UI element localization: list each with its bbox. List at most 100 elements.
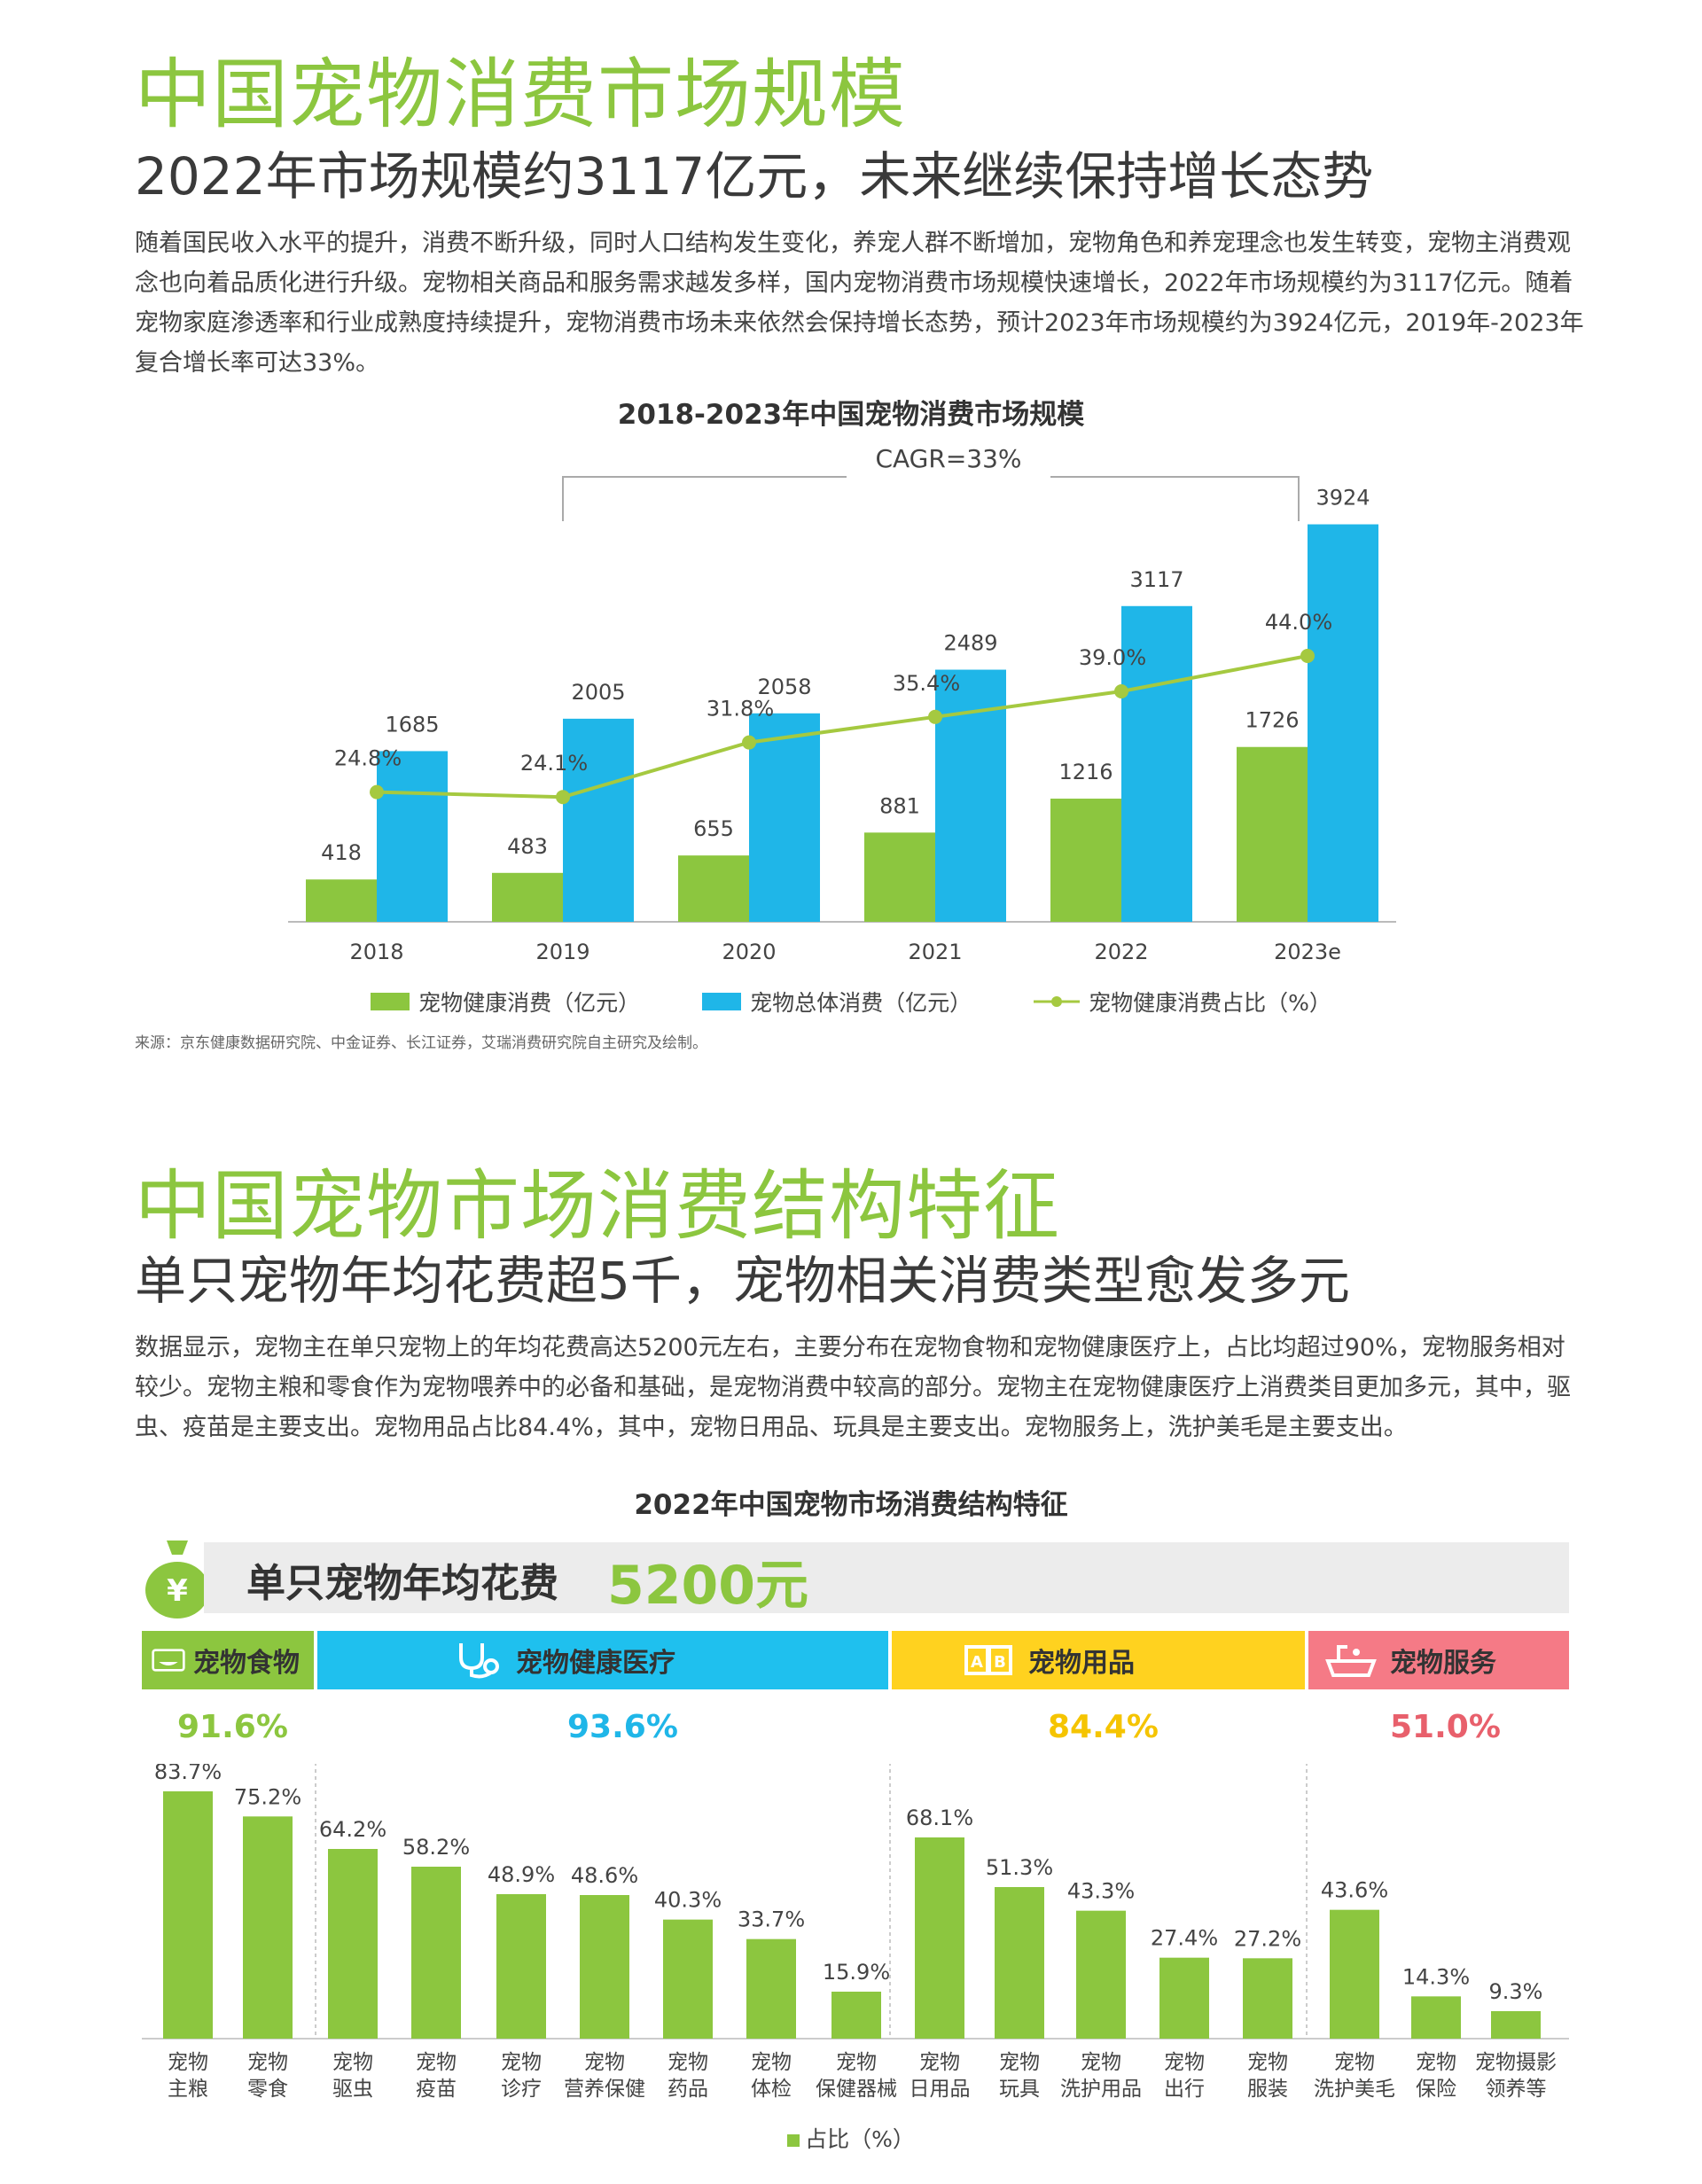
category-label-line1: 宠物 bbox=[1416, 2051, 1456, 2074]
share-label: 35.4% bbox=[893, 671, 960, 696]
category-label-line2: 玩具 bbox=[999, 2078, 1040, 2101]
structure-bar bbox=[1330, 1909, 1379, 2039]
category-label-line2: 诊疗 bbox=[501, 2078, 542, 2101]
bar-health-label: 418 bbox=[321, 840, 362, 865]
svg-text:A: A bbox=[971, 1653, 983, 1672]
category-label-line2: 药品 bbox=[668, 2078, 708, 2101]
chart1-title: 2018-2023年中国宠物消费市场规模 bbox=[617, 399, 1085, 431]
legend-item-health: 宠物健康消费（亿元） bbox=[371, 986, 640, 1018]
legend-label-health: 宠物健康消费（亿元） bbox=[418, 990, 641, 1016]
annual-spend-banner bbox=[204, 1542, 1569, 1613]
bar-total bbox=[1308, 524, 1378, 922]
structure-bar bbox=[411, 1867, 461, 2039]
bar-total-label: 2058 bbox=[757, 675, 811, 699]
share-label: 44.0% bbox=[1265, 610, 1332, 635]
category-services-label: 宠物服务 bbox=[1390, 1648, 1496, 1679]
bar-total bbox=[749, 713, 820, 922]
bath-tub-icon bbox=[1325, 1645, 1377, 1677]
category-label-line1: 宠物 bbox=[416, 2051, 457, 2074]
category-label-line2: 零食 bbox=[247, 2078, 288, 2101]
structure-bar-label: 14.3% bbox=[1402, 1964, 1470, 1989]
structure-bar-label: 40.3% bbox=[654, 1888, 722, 1913]
category-label-line2: 主粮 bbox=[168, 2078, 208, 2101]
bar-health-label: 655 bbox=[693, 816, 734, 841]
structure-bar-label: 33.7% bbox=[738, 1907, 805, 1932]
bar-total-label: 2005 bbox=[571, 680, 625, 705]
structure-bar bbox=[1243, 1958, 1292, 2039]
structure-bar-label: 51.3% bbox=[986, 1855, 1053, 1880]
category-label-line1: 宠物 bbox=[751, 2051, 792, 2074]
structure-bar bbox=[243, 1816, 293, 2039]
structure-bar-label: 83.7% bbox=[154, 1764, 222, 1784]
share-point bbox=[1114, 684, 1128, 698]
category-services: 宠物服务 bbox=[1308, 1631, 1569, 1689]
category-label-line1: 宠物 bbox=[1247, 2051, 1288, 2074]
legend2-label: 占比（%） bbox=[805, 2126, 915, 2152]
category-label-line2: 保险 bbox=[1416, 2078, 1456, 2101]
bar-health bbox=[306, 879, 377, 922]
bar-health-label: 483 bbox=[507, 834, 548, 859]
x-tick-label: 2018 bbox=[349, 940, 403, 964]
structure-bar-label: 48.9% bbox=[488, 1862, 555, 1887]
category-food: 宠物食物 bbox=[142, 1631, 314, 1689]
legend-label-share: 宠物健康消费占比（%） bbox=[1089, 990, 1331, 1016]
share-line bbox=[376, 654, 1308, 800]
bar-total bbox=[563, 718, 634, 922]
share-label: 24.1% bbox=[520, 751, 588, 776]
share-point bbox=[1300, 649, 1315, 663]
bar-health bbox=[1237, 746, 1308, 922]
structure-bar-label: 68.1% bbox=[906, 1806, 973, 1830]
structure-bar bbox=[163, 1791, 213, 2039]
category-health-label: 宠物健康医疗 bbox=[516, 1648, 675, 1679]
category-label-line2: 体检 bbox=[751, 2078, 792, 2101]
legend-swatch-blue bbox=[702, 993, 742, 1010]
bar-total-label: 2489 bbox=[943, 631, 997, 656]
food-bowl-icon bbox=[152, 1649, 185, 1672]
category-label-line2: 驱虫 bbox=[332, 2078, 373, 2101]
section1-title: 中国宠物消费市场规模 bbox=[135, 51, 906, 139]
section2-subtitle: 单只宠物年均花费超5千，宠物相关消费类型愈发多元 bbox=[135, 1251, 1350, 1311]
category-label-line1: 宠物 bbox=[247, 2051, 288, 2074]
structure-bar-label: 15.9% bbox=[823, 1960, 890, 1985]
bar-health bbox=[1050, 799, 1121, 922]
structure-bar bbox=[1411, 1996, 1461, 2039]
stethoscope-icon bbox=[459, 1643, 499, 1679]
category-health: 宠物健康医疗 bbox=[317, 1631, 888, 1689]
category-label-line2: 出行 bbox=[1164, 2078, 1205, 2101]
structure-bar bbox=[496, 1894, 546, 2039]
x-tick-label: 2020 bbox=[722, 940, 776, 964]
category-label-line1: 宠物 bbox=[919, 2051, 960, 2074]
category-label-line1: 宠物 bbox=[168, 2051, 208, 2074]
svg-text:B: B bbox=[994, 1653, 1006, 1672]
chart2-legend: 占比（%） bbox=[0, 2122, 1702, 2154]
x-tick-label: 2021 bbox=[908, 940, 962, 964]
category-label-line1: 宠物 bbox=[584, 2051, 625, 2074]
category-label-line2: 洗护美毛 bbox=[1314, 2078, 1395, 2101]
x-tick-label: 2019 bbox=[535, 940, 589, 964]
structure-bar bbox=[580, 1895, 629, 2039]
bar-health bbox=[492, 872, 563, 922]
category-supplies-label: 宠物用品 bbox=[1028, 1648, 1135, 1679]
bar-health-label: 1216 bbox=[1058, 760, 1113, 784]
bar-total-label: 3924 bbox=[1316, 486, 1370, 511]
share-point bbox=[370, 784, 384, 800]
structure-bar bbox=[1491, 2011, 1541, 2039]
section1-paragraph: 随着国民收入水平的提升，消费不断升级，同时人口结构发生变化，养宠人群不断增加，宠… bbox=[135, 230, 1584, 377]
structure-bar-label: 43.6% bbox=[1321, 1878, 1388, 1903]
bar-total bbox=[377, 751, 448, 922]
money-bag-icon: ¥ bbox=[145, 1540, 209, 1618]
annual-spend-label: 单只宠物年均花费 bbox=[246, 1561, 558, 1606]
category-label-line1: 宠物 bbox=[501, 2051, 542, 2074]
structure-bar-label: 27.2% bbox=[1234, 1926, 1301, 1951]
category-label-line1: 宠物 bbox=[1164, 2051, 1205, 2074]
category-label-line1: 宠物 bbox=[999, 2051, 1040, 2074]
structure-bar-label: 27.4% bbox=[1151, 1926, 1218, 1951]
share-services: 51.0% bbox=[1390, 1709, 1501, 1745]
category-label-line1: 宠物 bbox=[668, 2051, 708, 2074]
legend-label-total: 宠物总体消费（亿元） bbox=[750, 990, 972, 1016]
category-label-line2: 营养保健 bbox=[564, 2078, 645, 2101]
chart1-legend: 宠物健康消费（亿元） 宠物总体消费（亿元） 宠物健康消费占比（%） bbox=[0, 986, 1702, 1018]
category-label-line1: 宠物 bbox=[836, 2051, 877, 2074]
